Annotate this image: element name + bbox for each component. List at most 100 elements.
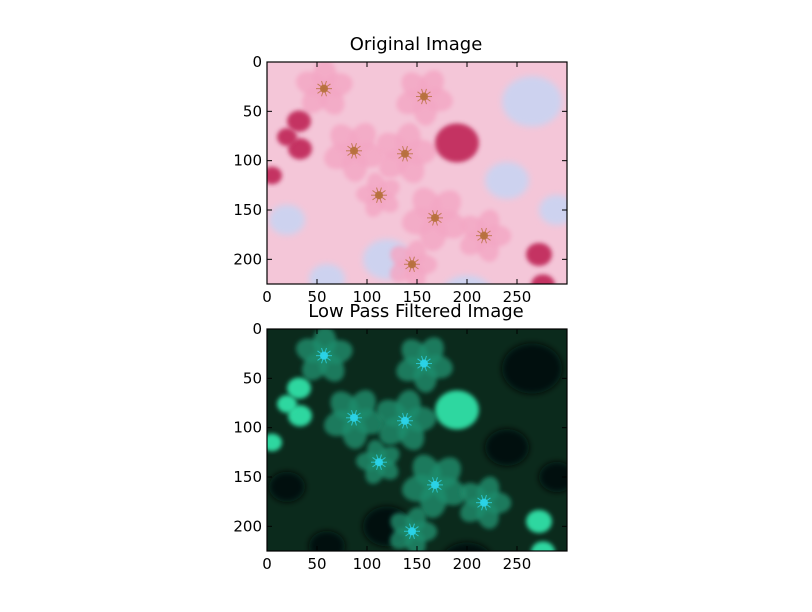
stamen bbox=[317, 88, 325, 94]
stamen bbox=[417, 363, 425, 369]
petal bbox=[352, 408, 385, 435]
stamen bbox=[421, 363, 425, 372]
stamen bbox=[411, 523, 415, 532]
petal bbox=[413, 94, 437, 126]
stamen bbox=[421, 355, 425, 364]
bud bbox=[267, 166, 282, 185]
petal bbox=[420, 483, 447, 519]
stamen bbox=[404, 145, 408, 154]
bud-shape bbox=[435, 123, 479, 163]
stamen bbox=[372, 457, 380, 463]
stamen bbox=[378, 195, 382, 203]
bud-shape bbox=[267, 433, 282, 452]
stamen bbox=[323, 88, 331, 94]
stamen bbox=[483, 235, 487, 244]
bud bbox=[526, 509, 552, 533]
stamen bbox=[481, 235, 485, 244]
bud bbox=[288, 405, 312, 427]
stamen bbox=[434, 484, 438, 493]
stamen bbox=[404, 420, 412, 426]
stamen bbox=[405, 530, 413, 537]
stamen bbox=[434, 484, 442, 491]
stamen bbox=[432, 484, 436, 493]
bud-shape bbox=[287, 110, 311, 132]
bud bbox=[435, 390, 479, 430]
stamen bbox=[483, 502, 491, 508]
stamen bbox=[378, 457, 386, 463]
bud-shape bbox=[288, 138, 312, 160]
stamen bbox=[411, 531, 415, 540]
stamen bbox=[405, 259, 413, 265]
bud-shape bbox=[531, 274, 555, 284]
stamen bbox=[398, 153, 406, 159]
x-tick-label: 150 bbox=[403, 555, 432, 573]
stamen bbox=[434, 217, 438, 226]
stamen bbox=[477, 502, 485, 508]
stamen bbox=[434, 479, 442, 486]
stamen bbox=[434, 217, 442, 224]
stamen bbox=[483, 494, 487, 503]
blossom bbox=[401, 454, 467, 519]
axes-original: 0 50 100 150 200 250 0 50 100 150 200 bbox=[233, 53, 567, 306]
x-tick-label: 0 bbox=[262, 288, 272, 306]
stamen bbox=[404, 148, 412, 155]
x-tick-label: 100 bbox=[353, 555, 382, 573]
blossom bbox=[460, 209, 512, 262]
y-tick-label: 100 bbox=[233, 419, 262, 437]
blossom bbox=[323, 122, 385, 183]
blossom bbox=[401, 187, 467, 252]
stamen bbox=[323, 88, 327, 97]
stamen bbox=[481, 227, 485, 236]
x-tick-label: 150 bbox=[403, 288, 432, 306]
axes-frame-original bbox=[266, 61, 568, 285]
blossom bbox=[389, 507, 438, 551]
stamen bbox=[402, 412, 406, 421]
bud bbox=[267, 433, 282, 452]
x-tick-label: 50 bbox=[307, 288, 326, 306]
stamen bbox=[323, 355, 331, 361]
stamen bbox=[376, 195, 380, 203]
blossom bbox=[389, 240, 438, 284]
shadow-patch bbox=[485, 428, 529, 466]
bud bbox=[287, 110, 311, 132]
stamen bbox=[323, 83, 331, 90]
stamen bbox=[405, 526, 413, 532]
sky-patch bbox=[485, 161, 529, 199]
stamen bbox=[483, 502, 487, 511]
bud-shape bbox=[531, 541, 555, 551]
stamen bbox=[477, 235, 485, 241]
panel-original: Original Image 0 50 100 150 200 250 0 50 100 150 2… bbox=[233, 34, 568, 306]
petal bbox=[352, 141, 385, 168]
stamen bbox=[353, 417, 361, 423]
blossom bbox=[323, 389, 385, 450]
stamen bbox=[428, 212, 436, 219]
panel-title-original: Original Image bbox=[350, 34, 483, 55]
stamen bbox=[321, 355, 325, 364]
x-tick-label: 200 bbox=[453, 555, 482, 573]
stamen bbox=[434, 477, 438, 486]
stamen bbox=[423, 355, 427, 364]
stamen bbox=[483, 235, 491, 241]
blossom bbox=[460, 476, 512, 529]
stamen bbox=[434, 210, 438, 219]
petal bbox=[413, 361, 437, 393]
sky-patch bbox=[269, 204, 305, 235]
blossom bbox=[355, 172, 400, 217]
stamen bbox=[423, 88, 427, 97]
y-tick-label: 50 bbox=[243, 102, 262, 120]
bud bbox=[287, 377, 311, 399]
petal bbox=[397, 151, 425, 184]
bud bbox=[288, 138, 312, 160]
bud bbox=[277, 128, 297, 146]
stamen bbox=[398, 415, 406, 422]
stamen bbox=[376, 462, 380, 470]
petal bbox=[322, 73, 353, 97]
stamen bbox=[411, 530, 419, 537]
stamen bbox=[378, 461, 386, 468]
x-tick-label: 0 bbox=[262, 555, 272, 573]
stamen bbox=[483, 230, 491, 237]
stamen bbox=[421, 96, 425, 105]
stamen bbox=[376, 454, 380, 463]
stamen bbox=[405, 263, 413, 270]
stamen bbox=[409, 523, 413, 532]
